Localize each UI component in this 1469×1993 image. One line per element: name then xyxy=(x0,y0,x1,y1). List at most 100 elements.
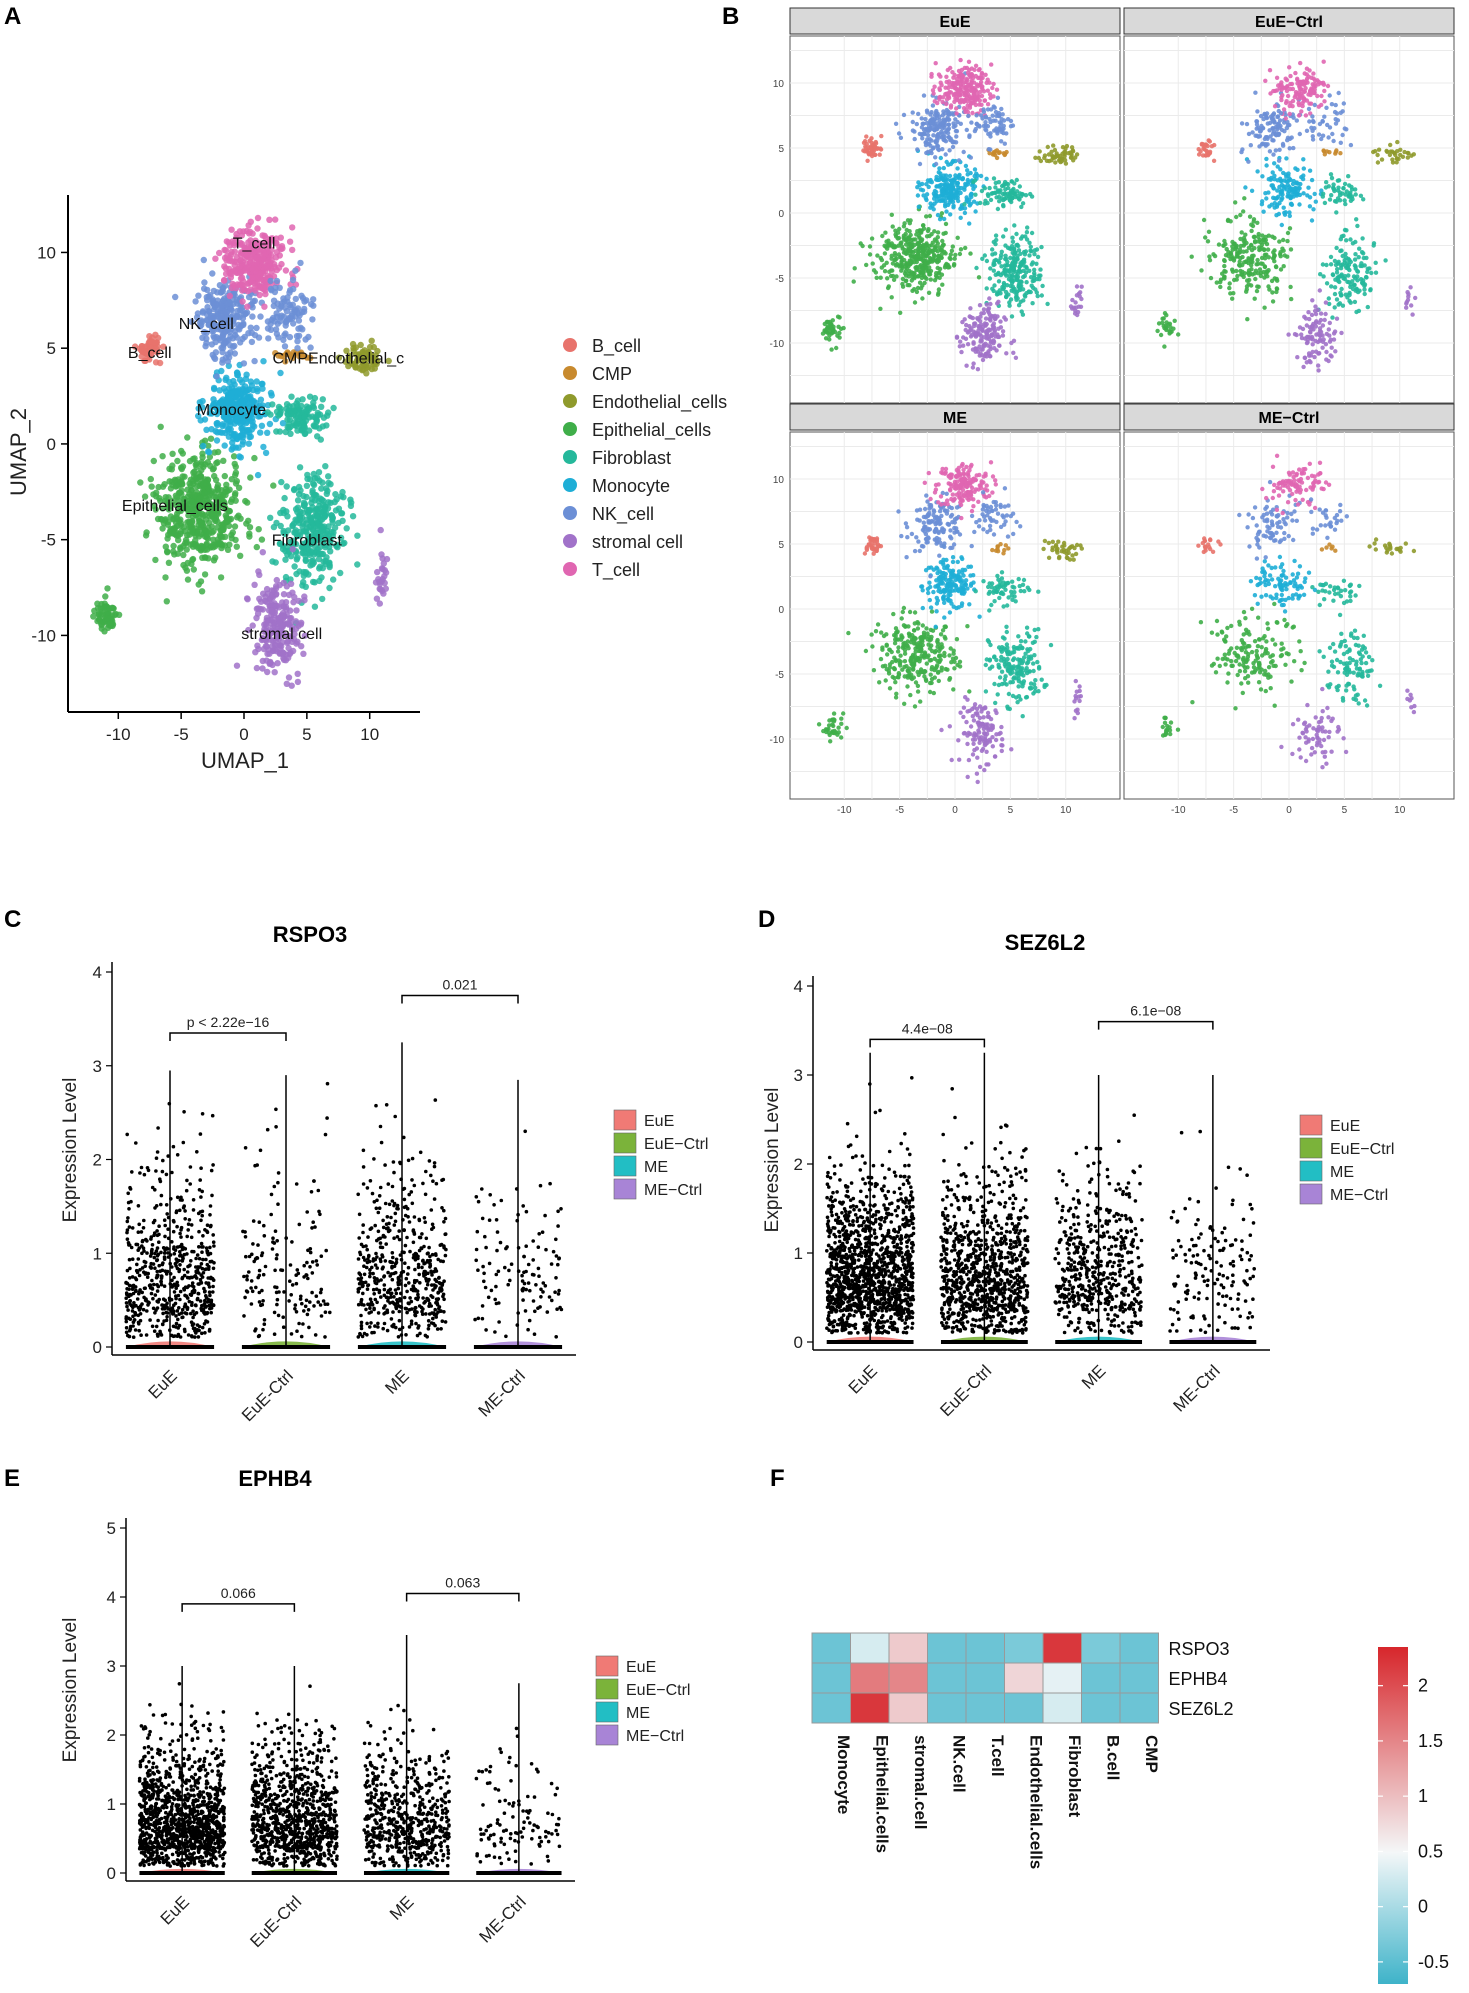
facet-point xyxy=(1293,93,1298,98)
facet-point xyxy=(1012,260,1017,265)
umap-y-tick-label: 0 xyxy=(47,435,56,454)
facet-point xyxy=(932,123,938,129)
facet-point xyxy=(964,322,969,328)
facet-point xyxy=(1379,157,1385,162)
facet-point xyxy=(991,321,997,326)
facet-point xyxy=(1222,238,1227,244)
facet-point xyxy=(987,276,993,281)
umap-point xyxy=(111,611,119,619)
facet-point xyxy=(1161,323,1166,329)
facet-point xyxy=(1024,230,1030,235)
facet-point xyxy=(1254,288,1260,294)
facet-point xyxy=(917,161,923,167)
facet-point xyxy=(1275,114,1280,120)
facet-point xyxy=(1176,332,1181,337)
facet-point xyxy=(924,197,929,203)
umap-point xyxy=(268,643,276,650)
facet-point xyxy=(1054,153,1059,158)
legend-swatch xyxy=(563,478,577,492)
facet-point xyxy=(927,137,932,142)
facet-point xyxy=(958,57,963,63)
facet-point xyxy=(858,241,863,246)
facet-point xyxy=(972,67,977,73)
facet-point xyxy=(942,216,947,222)
umap-point xyxy=(212,494,220,501)
umap-point xyxy=(297,487,304,494)
umap-point xyxy=(221,442,228,449)
umap-point xyxy=(285,674,293,681)
facet-point xyxy=(1205,143,1210,149)
facet-point xyxy=(1227,281,1232,286)
facet-point xyxy=(999,264,1004,269)
facet-point xyxy=(1288,73,1293,79)
facet-point xyxy=(984,286,989,291)
facet-point xyxy=(1023,193,1029,198)
legend-entry: T_cell xyxy=(592,560,640,581)
umap-point xyxy=(257,313,264,320)
umap-point xyxy=(306,549,313,557)
umap-y-tick-label: 10 xyxy=(37,243,56,262)
facet-point xyxy=(961,149,966,155)
umap-point xyxy=(276,428,284,435)
facet-point xyxy=(867,252,873,257)
facet-point xyxy=(1002,141,1007,146)
facet-point xyxy=(1279,222,1285,228)
umap-point xyxy=(306,507,314,514)
facet-point xyxy=(920,296,925,301)
facet-point xyxy=(1018,236,1024,241)
panel-label-e: E xyxy=(4,1465,20,1492)
facet-point xyxy=(919,116,924,121)
umap-point xyxy=(378,551,385,558)
umap-point xyxy=(163,598,170,605)
facet-point xyxy=(865,158,870,163)
facet-point xyxy=(999,139,1004,144)
facet-point xyxy=(886,238,891,243)
facet-point xyxy=(971,75,976,81)
umap-point xyxy=(309,316,316,323)
legend-swatch xyxy=(563,422,577,436)
umap-x-tick-label: 10 xyxy=(360,725,379,744)
umap-point xyxy=(301,298,308,305)
facet-point xyxy=(1073,300,1078,305)
facet-point xyxy=(902,271,908,276)
facet-point xyxy=(1325,83,1331,89)
umap-point xyxy=(368,337,375,344)
facet-point xyxy=(873,270,879,275)
facet-point xyxy=(1322,88,1327,94)
facet-point xyxy=(988,346,993,352)
facet-point xyxy=(931,207,936,212)
facet-point xyxy=(1243,232,1248,237)
facet-point xyxy=(1020,287,1026,292)
facet-point xyxy=(1003,289,1009,295)
facet-point xyxy=(954,334,960,339)
facet-point xyxy=(1062,149,1067,155)
facet-point xyxy=(1272,276,1277,281)
facet-point xyxy=(1027,253,1032,258)
facet-point xyxy=(1270,256,1276,261)
umap-point xyxy=(247,218,254,225)
facet-point xyxy=(1221,243,1226,248)
facet-point xyxy=(950,70,955,75)
facet-point xyxy=(1070,306,1075,311)
facet-point xyxy=(1212,253,1218,259)
umap-point xyxy=(381,579,388,587)
facet-point xyxy=(924,192,930,197)
umap-point xyxy=(283,483,290,490)
facet-point xyxy=(1010,235,1015,240)
umap-point xyxy=(191,455,198,462)
umap-point xyxy=(159,453,166,460)
facet-point xyxy=(962,317,967,322)
facet-point xyxy=(1005,259,1010,264)
facet-point xyxy=(889,268,894,273)
umap-point xyxy=(252,265,259,272)
facet-point xyxy=(978,75,984,81)
facet-point xyxy=(1246,159,1251,164)
facet-point xyxy=(980,256,985,261)
umap-point xyxy=(270,523,278,531)
facet-point xyxy=(1011,350,1016,355)
facet-point xyxy=(877,152,882,157)
facet-point xyxy=(1255,109,1260,114)
facet-point xyxy=(987,185,992,191)
umap-point xyxy=(243,371,250,378)
